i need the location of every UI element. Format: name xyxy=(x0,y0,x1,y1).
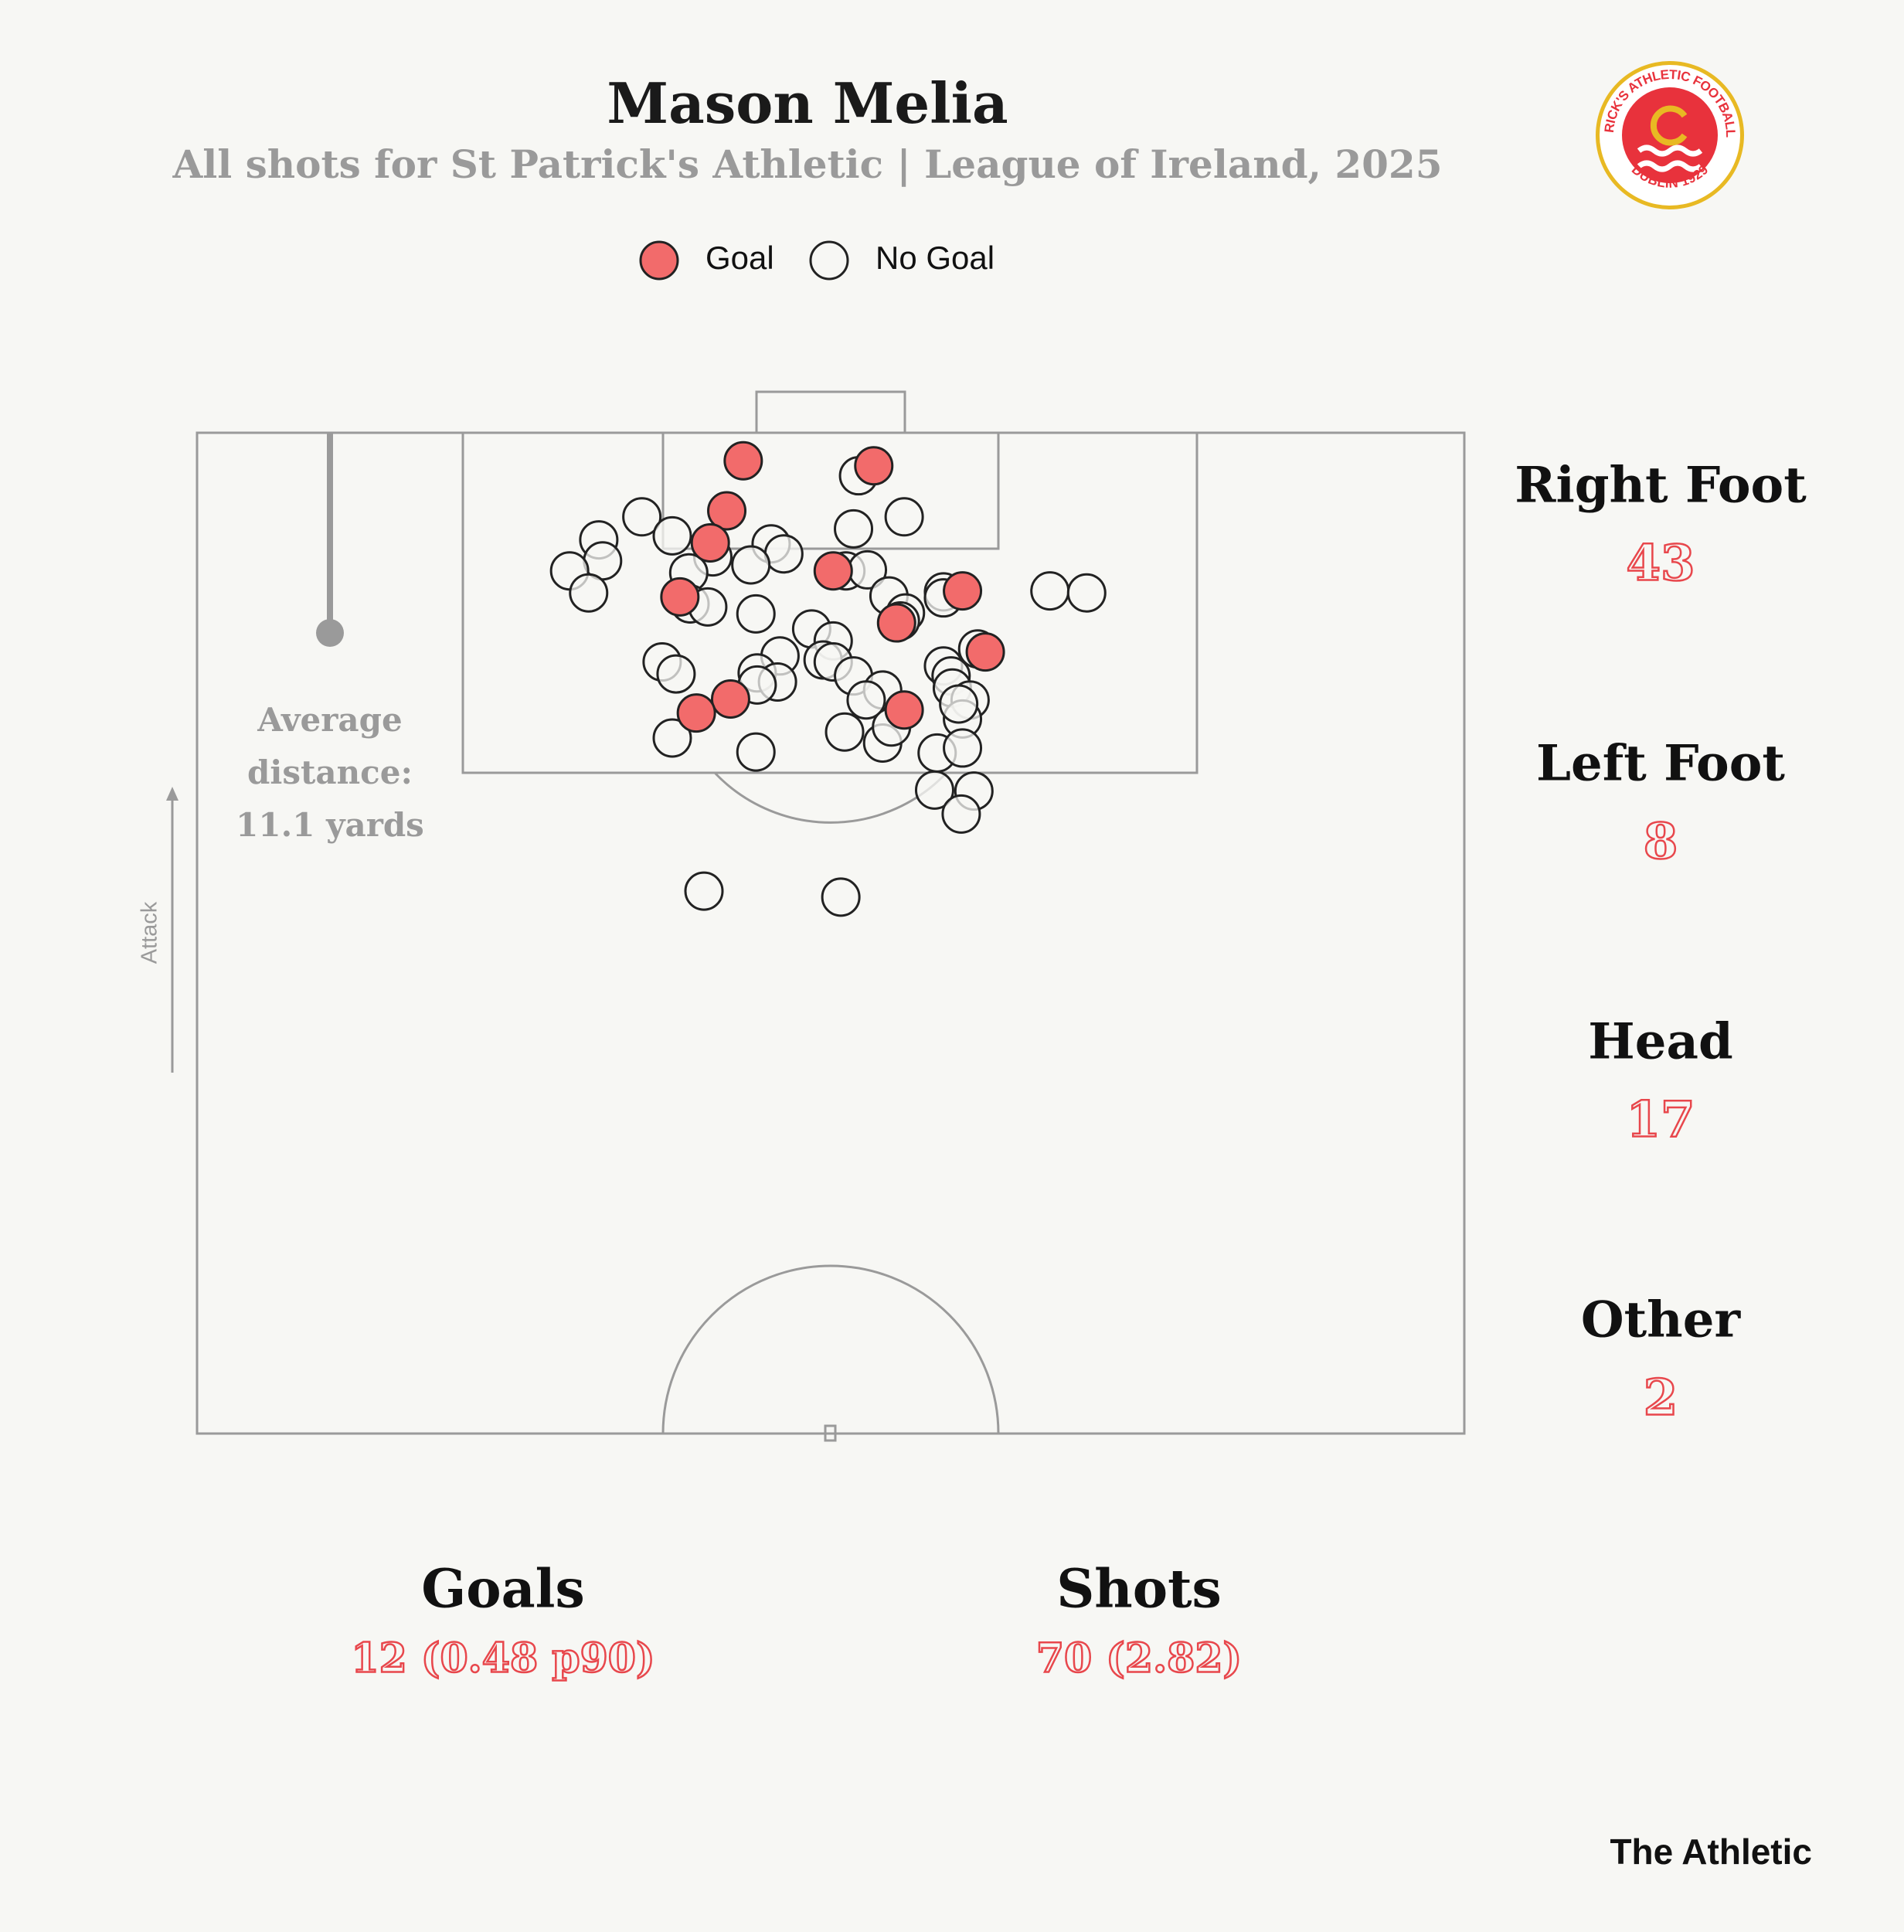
shot xyxy=(676,693,716,733)
legend-label: No Goal xyxy=(876,240,994,276)
shot xyxy=(943,571,983,611)
shot xyxy=(824,712,865,752)
average-label: Average xyxy=(257,701,402,739)
shot xyxy=(763,534,804,574)
summary-label: Shots xyxy=(1056,1559,1222,1621)
shot xyxy=(813,551,853,591)
legend-marker xyxy=(639,240,679,281)
chart-subtitle: All shots for St Patrick's Athletic | Le… xyxy=(172,141,1442,188)
stat-value: 43 xyxy=(1626,535,1695,593)
shot xyxy=(684,871,724,911)
shot xyxy=(876,603,916,643)
center-circle xyxy=(661,1264,1000,1434)
stat-label: Left Foot xyxy=(1536,735,1785,793)
shot xyxy=(914,770,954,810)
shot xyxy=(710,679,750,719)
stat-label: Other xyxy=(1581,1291,1742,1349)
shot xyxy=(846,680,886,720)
shot xyxy=(884,497,924,537)
stat-value: 8 xyxy=(1644,813,1678,871)
stat-value: 17 xyxy=(1626,1091,1695,1149)
source: The Athletic xyxy=(1610,1832,1812,1872)
center-spot xyxy=(824,1424,837,1442)
shot xyxy=(656,654,696,694)
shot xyxy=(884,690,924,730)
summary-value: 70 (2.82) xyxy=(1036,1635,1242,1682)
shot xyxy=(652,718,692,758)
summary-value: 12 (0.48 p90) xyxy=(351,1635,654,1682)
shot xyxy=(731,545,771,585)
shot xyxy=(941,794,981,834)
shot xyxy=(690,522,730,563)
shot xyxy=(736,594,776,634)
stat-label: Head xyxy=(1588,1013,1732,1071)
shot xyxy=(854,446,894,486)
pitch xyxy=(196,390,1466,1442)
shot xyxy=(622,497,662,537)
logo-emblem xyxy=(1650,105,1688,146)
shot xyxy=(943,728,983,768)
shot xyxy=(652,515,692,556)
shot xyxy=(707,491,747,531)
shot xyxy=(1066,573,1107,613)
legend-marker xyxy=(809,240,849,281)
shot xyxy=(939,684,979,724)
shot xyxy=(723,440,763,481)
shot xyxy=(965,632,1005,672)
logo-waves xyxy=(1637,160,1703,172)
shot xyxy=(660,577,700,617)
legend-label: Goal xyxy=(706,240,774,276)
chart-title: Mason Melia xyxy=(607,70,1008,136)
average-label: 11.1 yards xyxy=(236,806,424,844)
logo-center xyxy=(1622,87,1718,183)
shot xyxy=(1030,571,1070,611)
shot xyxy=(736,732,776,772)
attack-label: Attack xyxy=(138,901,162,964)
average-label: distance: xyxy=(247,753,413,791)
logo-waves xyxy=(1637,145,1703,157)
goal xyxy=(755,390,906,434)
stat-label: Right Foot xyxy=(1515,457,1807,515)
summary-label: Goals xyxy=(421,1559,585,1621)
shot xyxy=(821,877,861,917)
attack-arrowhead xyxy=(166,787,178,801)
stat-value: 2 xyxy=(1644,1369,1678,1427)
shot xyxy=(569,573,609,613)
average-distance-dot xyxy=(316,619,344,647)
shot xyxy=(834,509,874,549)
